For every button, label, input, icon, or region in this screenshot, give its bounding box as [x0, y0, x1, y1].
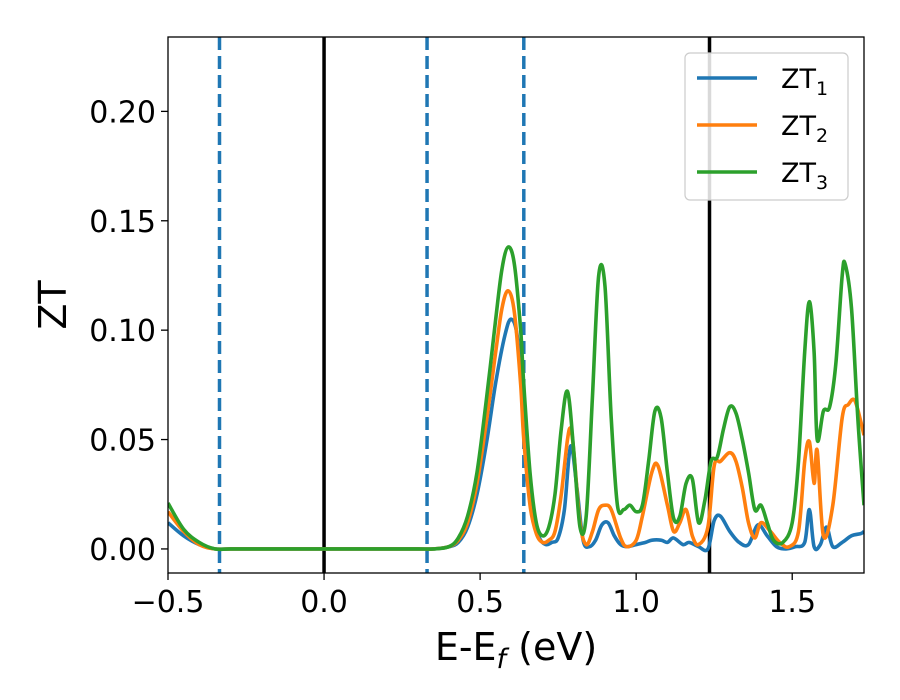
x-axis-ticks: −0.5 0.0 0.5 1.0 1.5: [132, 573, 816, 620]
y-axis-ticks: 0.00 0.05 0.10 0.15 0.20: [89, 95, 168, 568]
y-tick-label: 0.05: [89, 424, 156, 459]
x-label-main: E-E: [435, 625, 497, 669]
y-tick-label: 0.10: [89, 314, 156, 349]
series-lines: [168, 245, 864, 553]
x-axis-label: E-Ef (eV): [435, 625, 597, 675]
x-tick-label: −0.5: [132, 585, 205, 620]
x-tick-label: 1.5: [768, 585, 816, 620]
y-tick-label: 0.00: [89, 533, 156, 568]
axes-border: [167, 36, 865, 574]
x-tick-label: 1.0: [612, 585, 660, 620]
series-line-zt3: [168, 245, 864, 552]
legend: ZT1 ZT2 ZT3: [684, 52, 849, 201]
legend-label-zt1: ZT1: [781, 64, 828, 100]
y-axis-label: ZT: [31, 280, 75, 330]
y-tick-label: 0.15: [89, 205, 156, 240]
y-tick-label: 0.20: [89, 95, 156, 130]
x-label-suffix: (eV): [506, 625, 597, 669]
x-tick-label: 0.5: [456, 585, 504, 620]
legend-label-zt2: ZT2: [781, 111, 828, 147]
x-tick-label: 0.0: [300, 585, 348, 620]
axes-frame: [167, 36, 865, 574]
legend-label-zt3: ZT3: [781, 158, 828, 194]
legend-box: [684, 52, 849, 201]
